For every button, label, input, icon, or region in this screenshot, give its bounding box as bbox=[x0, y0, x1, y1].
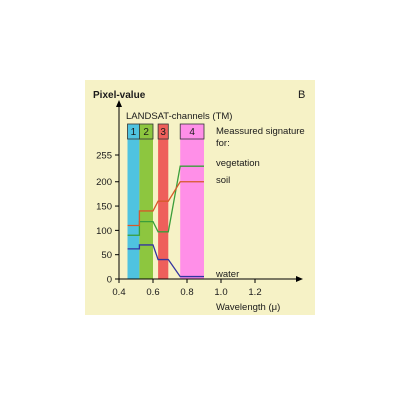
channel-label-box-3 bbox=[157, 123, 169, 140]
series-line-soil bbox=[127, 181, 204, 227]
series-label-soil: soil bbox=[216, 175, 230, 186]
x-axis-ticks: 0.4 0.6 0.8 1.0 1.2 bbox=[112, 279, 262, 298]
channel-band-1 bbox=[127, 124, 140, 279]
series-labels: vegetation soil water bbox=[215, 158, 260, 280]
x-tick-label: 0.8 bbox=[180, 287, 193, 298]
y-tick-label: 150 bbox=[96, 202, 112, 213]
y-axis-title: Pixel-value bbox=[93, 90, 146, 101]
x-tick-label: 0.6 bbox=[146, 287, 159, 298]
channel-label-2: 2 bbox=[143, 127, 149, 138]
x-axis-arrow bbox=[296, 276, 303, 282]
y-tick-label: 200 bbox=[96, 177, 112, 188]
y-tick-label: 0 bbox=[107, 275, 112, 286]
x-tick-label: 1.2 bbox=[248, 287, 261, 298]
series-label-vegetation: vegetation bbox=[216, 158, 260, 169]
channel-band-4 bbox=[180, 124, 204, 279]
channel-label-box-2 bbox=[138, 123, 154, 140]
channel-label-1: 1 bbox=[131, 127, 137, 138]
series-line-water bbox=[127, 244, 204, 278]
series-label-water: water bbox=[215, 269, 239, 280]
series-line-vegetation bbox=[127, 165, 204, 236]
y-tick-label: 255 bbox=[96, 151, 112, 162]
legend-header-line-1: Meassured signature bbox=[216, 126, 305, 137]
y-axis-ticks: 0 50 100 150 200 255 bbox=[96, 151, 119, 286]
y-tick-label: 100 bbox=[96, 226, 112, 237]
x-tick-label: 0.4 bbox=[112, 287, 125, 298]
y-tick-label: 50 bbox=[101, 250, 112, 261]
legend-header-line-2: for: bbox=[216, 138, 230, 149]
x-axis-label: Wavelength (μ) bbox=[216, 302, 280, 313]
channel-label-3: 3 bbox=[160, 127, 166, 138]
x-tick-label: 1.0 bbox=[214, 287, 227, 298]
channel-label-box-4 bbox=[179, 123, 205, 140]
y-axis-arrow bbox=[116, 100, 122, 107]
series-lines bbox=[127, 165, 204, 278]
channel-band-2 bbox=[139, 124, 153, 279]
channels-subtitle: LANDSAT-channels (TM) bbox=[126, 111, 232, 122]
panel-label: B bbox=[298, 89, 305, 101]
channel-label-4: 4 bbox=[189, 127, 195, 138]
